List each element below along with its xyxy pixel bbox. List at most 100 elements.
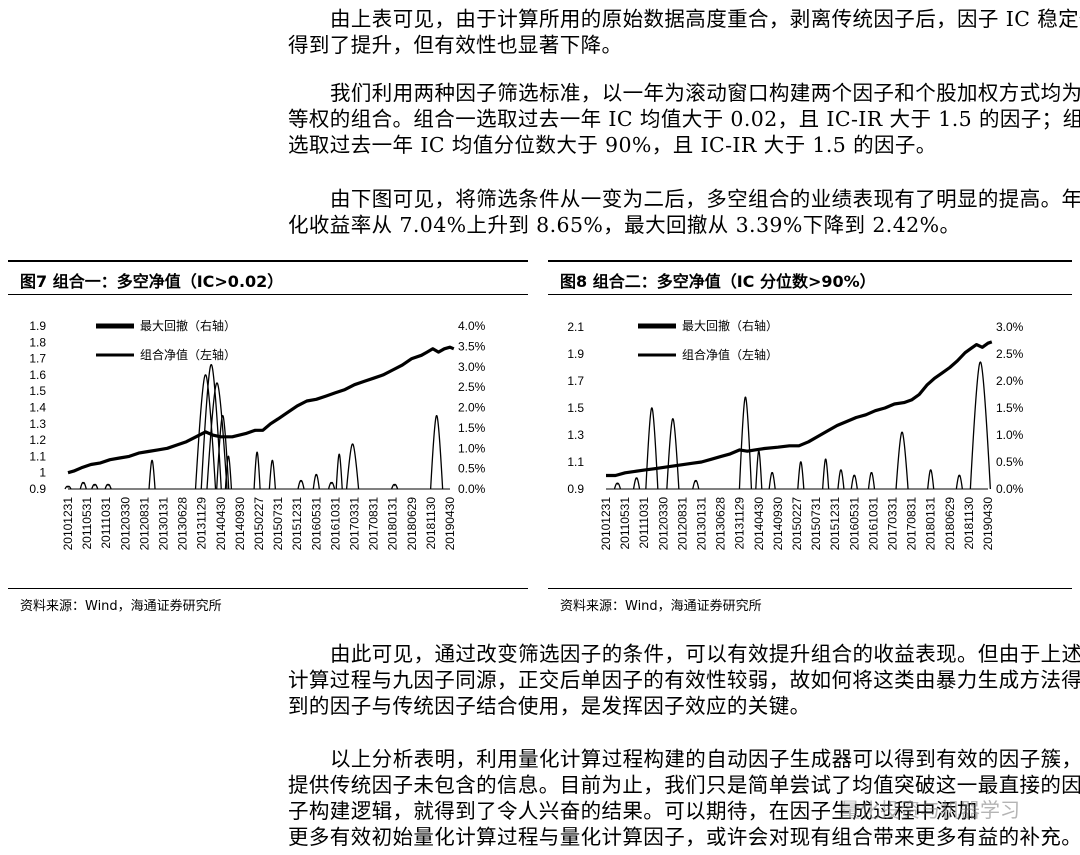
paragraph-4: 由此可见，通过改变筛选因子的条件，可以有效提升组合的收益表现。但由于上述 计算过… <box>288 641 1080 719</box>
x-axis-tick-label: 20170331 <box>348 497 362 551</box>
drawdown-spike <box>200 364 222 490</box>
drawdown-spike <box>268 459 277 490</box>
x-axis-tick-label: 20130131 <box>157 497 171 551</box>
x-axis-tick-label: 20110531 <box>618 497 632 550</box>
x-axis-tick-label: 20110531 <box>80 497 94 550</box>
drawdown-spike <box>79 481 87 490</box>
drawdown-spike <box>335 453 343 490</box>
left-axis-tick-label: 1.3 <box>567 428 584 442</box>
right-axis-tick-label: 2.0% <box>458 401 486 415</box>
x-axis-tick-label: 20181130 <box>962 497 976 550</box>
drawdown-spike <box>64 485 72 490</box>
right-axis-tick-label: 1.0% <box>458 441 486 455</box>
drawdown-spike <box>224 455 233 490</box>
left-axis-tick-label: 1.9 <box>567 347 584 361</box>
figure-title-rule-right <box>548 294 1072 295</box>
drawdown-spike <box>632 477 641 490</box>
x-axis-tick-label: 20160531 <box>847 497 861 551</box>
paragraph-line: 我们利用两种因子筛选标准，以一年为滚动窗口构建两个因子和个股加权方式均为 <box>330 81 1080 105</box>
drawdown-spike <box>822 458 830 490</box>
drawdown-spike <box>867 471 876 490</box>
drawdown-spike <box>148 459 156 490</box>
x-axis-tick-label: 20130628 <box>714 497 728 551</box>
x-axis-tick-label: 20190430 <box>443 497 457 551</box>
right-axis-tick-label: 2.5% <box>458 380 486 394</box>
drawdown-spike <box>91 483 99 490</box>
x-axis-tick-label: 20180131 <box>924 497 938 551</box>
x-axis-tick-label: 20170831 <box>367 497 381 551</box>
x-axis-tick-label: 20151231 <box>828 497 842 551</box>
paragraph-line: 计算过程与九因子同源，正交后单因子的有效性较弱，故如何将这类由暴力生成方法得 <box>288 668 1080 692</box>
x-axis-tick-label: 20140430 <box>214 497 228 551</box>
drawdown-spike <box>895 431 909 490</box>
x-axis-tick-label: 20161031 <box>866 497 880 551</box>
x-axis-tick-label: 20161031 <box>328 497 342 551</box>
x-axis-tick-label: 20120330 <box>656 497 670 551</box>
left-axis-tick-label: 1.1 <box>29 449 46 463</box>
drawdown-spike <box>837 469 845 490</box>
x-axis-tick-label: 20111031 <box>637 497 651 549</box>
paragraph-line: 以上分析表明，利用量化计算过程构建的自动因子生成器可以得到有效的因子簇， <box>330 747 1080 771</box>
drawdown-spike <box>645 407 659 490</box>
right-axis-tick-label: 0.5% <box>458 462 486 476</box>
drawdown-spike <box>738 396 753 490</box>
x-axis-tick-label: 20120831 <box>675 497 689 551</box>
figure-top-rule-left <box>8 260 528 262</box>
left-axis-tick-label: 0.9 <box>29 482 46 496</box>
x-axis-tick-label: 20170331 <box>886 497 900 551</box>
drawdown-spike <box>692 479 700 490</box>
drawdown-spike <box>104 483 112 490</box>
paragraph-line: 由此可见，通过改变筛选因子的条件，可以有效提升组合的收益表现。但由于上述 <box>330 642 1080 666</box>
x-axis-tick-label: 20180131 <box>386 497 400 551</box>
right-axis-tick-label: 3.0% <box>996 320 1024 334</box>
right-axis-tick-label: 4.0% <box>458 319 486 333</box>
left-axis-tick-label: 1.7 <box>567 374 584 388</box>
figure-7-source: 资料来源：Wind，海通证券研究所 <box>20 599 222 614</box>
drawdown-spike <box>216 414 230 490</box>
net-value-line <box>67 345 455 475</box>
paragraph-line: 得到了提升，但有效性也显著下降。 <box>288 33 623 57</box>
x-axis-tick-label: 20150227 <box>252 497 266 551</box>
figure-top-rule-right <box>548 260 1072 262</box>
right-axis-tick-label: 0.0% <box>996 482 1024 496</box>
paragraph-line: 更多有效初始量化计算过程与量化计算因子，或许会对现有组合带来更多有益的补充。 <box>288 825 1080 849</box>
drawdown-spike <box>955 474 963 490</box>
net-value-line <box>606 340 993 478</box>
x-axis-tick-label: 20140430 <box>752 497 766 551</box>
x-axis-tick-label: 20181130 <box>424 497 438 550</box>
drawdown-spike <box>312 473 320 490</box>
legend-label-drawdown: 最大回撤（右轴） <box>140 318 236 333</box>
x-axis-tick-label: 20150731 <box>271 497 285 551</box>
left-axis-tick-label: 1.5 <box>567 401 584 415</box>
drawdown-spike <box>297 479 305 490</box>
x-axis-tick-label: 20101231 <box>61 497 75 551</box>
right-axis-tick-label: 1.5% <box>458 421 486 435</box>
x-axis-tick-label: 20140930 <box>771 497 785 551</box>
x-axis-tick-label: 20131129 <box>195 497 209 550</box>
left-axis-tick-label: 0.9 <box>567 482 584 496</box>
left-axis-tick-label: 1 <box>39 466 46 480</box>
right-axis-tick-label: 1.5% <box>996 401 1024 415</box>
paragraph-line: 提供传统因子未包含的信息。目前为止，我们只是简单尝试了均值突破这一最直接的因 <box>288 773 1080 797</box>
legend-label-drawdown: 最大回撤（右轴） <box>682 318 778 333</box>
drawdown-spike <box>969 361 992 490</box>
x-axis-tick-label: 20131129 <box>733 497 747 550</box>
drawdown-spike <box>345 443 360 490</box>
watermark-text: 量化投资与机器学习 <box>840 798 1020 822</box>
x-axis-tick-label: 20130131 <box>695 497 709 551</box>
x-axis-tick-label: 20150227 <box>790 497 804 551</box>
x-axis-tick-label: 20140930 <box>233 497 247 551</box>
right-axis-tick-label: 3.5% <box>458 339 486 353</box>
left-axis-tick-label: 1.4 <box>29 401 46 415</box>
paragraph-line: 到的因子与传统因子结合使用，是发挥因子效应的关键。 <box>288 694 811 718</box>
figure-8-source: 资料来源：Wind，海通证券研究所 <box>560 599 762 614</box>
right-axis-tick-label: 3.0% <box>458 360 486 374</box>
paragraph-line: 等权的组合。组合一选取过去一年 IC 均值大于 0.02，且 IC-IR 大于 … <box>288 107 1080 131</box>
drawdown-spike <box>327 481 336 490</box>
paragraph-line: 化收益率从 7.04%上升到 8.65%，最大回撤从 3.39%下降到 2.42… <box>288 213 961 237</box>
paragraph-2: 我们利用两种因子筛选标准，以一年为滚动窗口构建两个因子和个股加权方式均为 等权的… <box>288 80 1080 158</box>
drawdown-spike <box>253 451 261 490</box>
paragraph-3: 由下图可见，将筛选条件从一变为二后，多空组合的业绩表现有了明显的提高。年 化收益… <box>288 186 1080 238</box>
right-axis-tick-label: 0.0% <box>458 482 486 496</box>
x-axis-tick-label: 20170831 <box>905 497 919 551</box>
